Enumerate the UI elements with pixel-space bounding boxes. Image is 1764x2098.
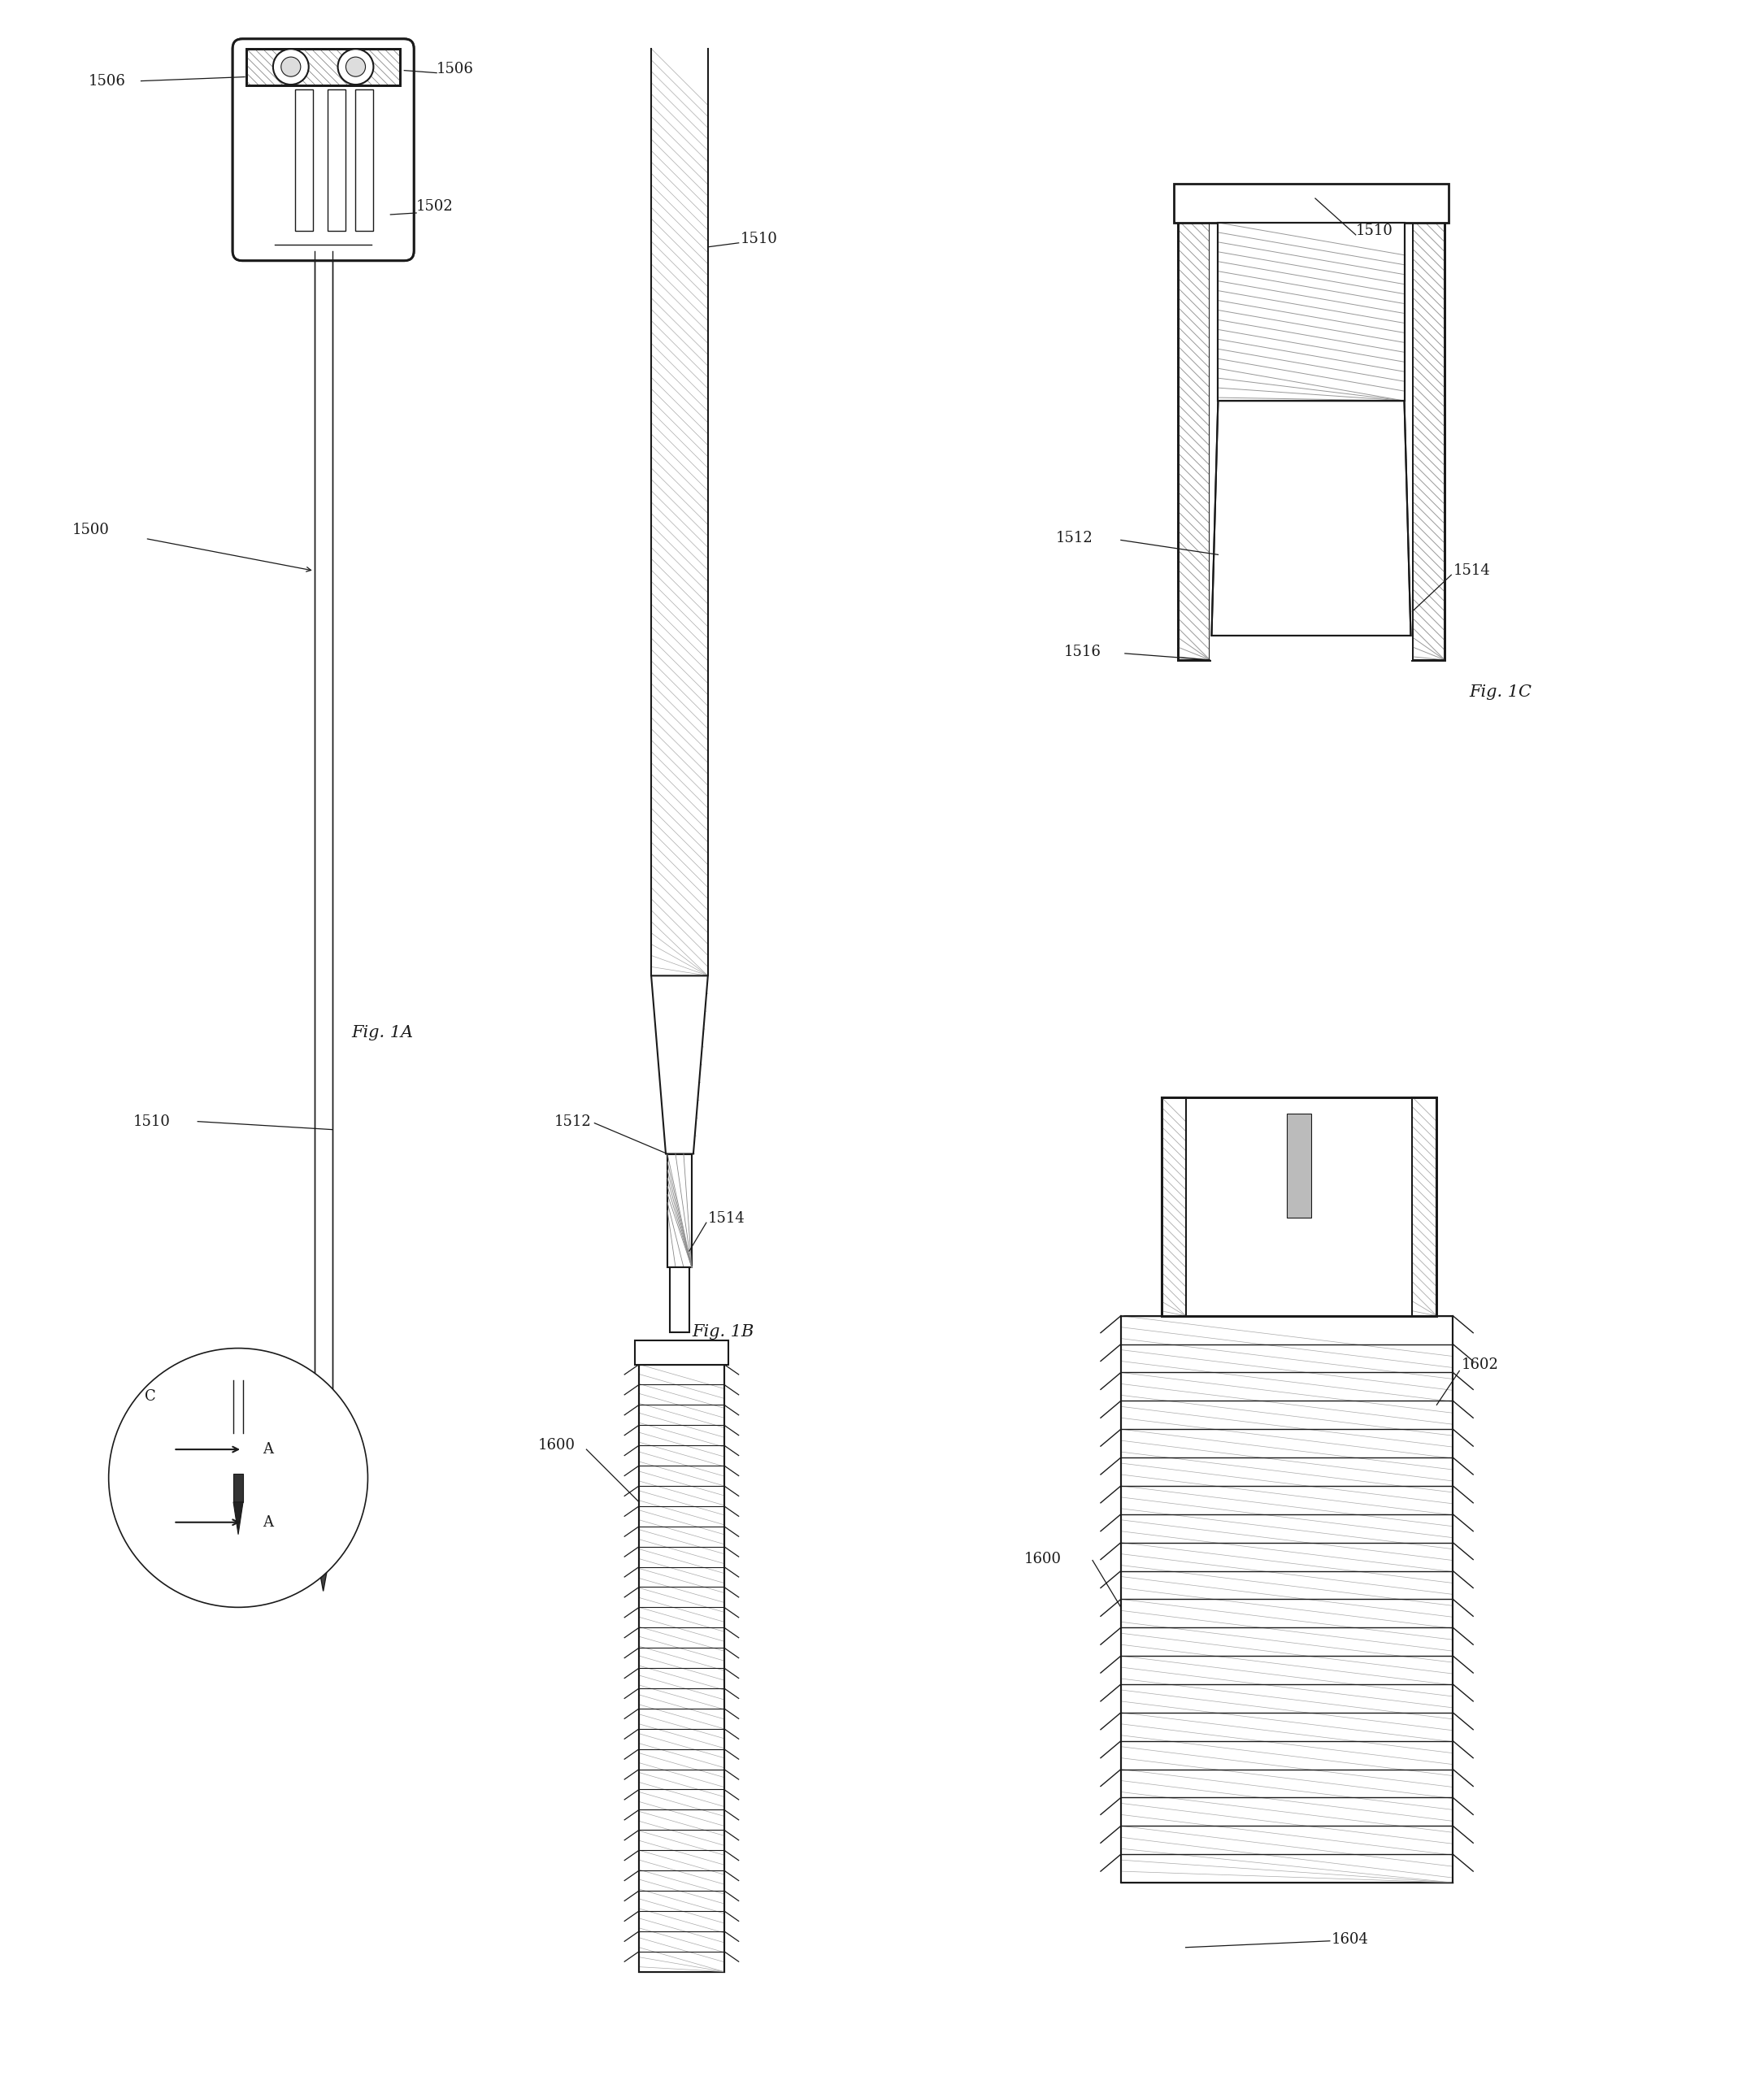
Text: 1604: 1604 bbox=[1332, 1932, 1369, 1947]
Text: 1514: 1514 bbox=[707, 1211, 744, 1225]
Bar bbox=[1178, 191, 1210, 661]
Text: 1600: 1600 bbox=[1023, 1550, 1062, 1565]
Bar bbox=[1413, 1097, 1436, 1315]
Text: 1506: 1506 bbox=[88, 73, 125, 88]
Text: 1602: 1602 bbox=[1461, 1357, 1498, 1372]
Polygon shape bbox=[651, 976, 707, 1154]
Bar bbox=[1288, 1114, 1311, 1217]
Bar bbox=[1219, 222, 1404, 401]
Text: Fig. 1C: Fig. 1C bbox=[1469, 684, 1531, 701]
Circle shape bbox=[339, 48, 374, 84]
Bar bbox=[1120, 1315, 1454, 1882]
Bar bbox=[1413, 191, 1445, 661]
Polygon shape bbox=[233, 1502, 243, 1534]
Bar bbox=[1413, 191, 1445, 661]
Bar bbox=[667, 1154, 691, 1267]
Text: Fig. 1B: Fig. 1B bbox=[691, 1324, 753, 1341]
Bar bbox=[356, 88, 374, 231]
Bar bbox=[635, 1341, 729, 1364]
Bar bbox=[1173, 185, 1448, 222]
Bar bbox=[670, 1267, 690, 1332]
Text: 1510: 1510 bbox=[132, 1114, 171, 1129]
Circle shape bbox=[109, 1349, 367, 1607]
Bar bbox=[1210, 222, 1413, 661]
Bar bbox=[314, 252, 332, 1542]
Text: 1510: 1510 bbox=[1357, 224, 1394, 237]
Bar bbox=[233, 1473, 243, 1502]
Circle shape bbox=[346, 57, 365, 78]
FancyBboxPatch shape bbox=[233, 40, 415, 260]
Text: 1500: 1500 bbox=[72, 522, 109, 537]
Bar bbox=[1161, 1097, 1436, 1315]
Text: 1510: 1510 bbox=[741, 231, 778, 245]
Circle shape bbox=[273, 48, 309, 84]
Bar bbox=[247, 48, 400, 86]
Bar bbox=[295, 88, 312, 231]
Text: 1514: 1514 bbox=[1454, 564, 1491, 579]
Text: 1516: 1516 bbox=[1064, 644, 1101, 659]
Bar bbox=[1161, 1097, 1436, 1315]
Text: A: A bbox=[263, 1441, 273, 1456]
Polygon shape bbox=[1212, 401, 1411, 636]
Bar bbox=[247, 48, 400, 86]
Bar bbox=[1161, 1097, 1185, 1315]
Circle shape bbox=[280, 57, 300, 78]
Bar bbox=[639, 1364, 723, 1972]
Text: 1512: 1512 bbox=[554, 1114, 591, 1129]
Text: 1506: 1506 bbox=[437, 61, 475, 76]
Text: C: C bbox=[145, 1389, 157, 1404]
Bar bbox=[1178, 191, 1210, 661]
Bar bbox=[1219, 222, 1404, 401]
Text: Fig. 1A: Fig. 1A bbox=[351, 1024, 413, 1041]
Text: 1600: 1600 bbox=[538, 1437, 575, 1452]
Text: 1512: 1512 bbox=[1057, 531, 1094, 545]
Text: A: A bbox=[263, 1515, 273, 1529]
Polygon shape bbox=[314, 1542, 332, 1590]
Bar bbox=[328, 88, 346, 231]
Text: 1502: 1502 bbox=[416, 199, 453, 214]
